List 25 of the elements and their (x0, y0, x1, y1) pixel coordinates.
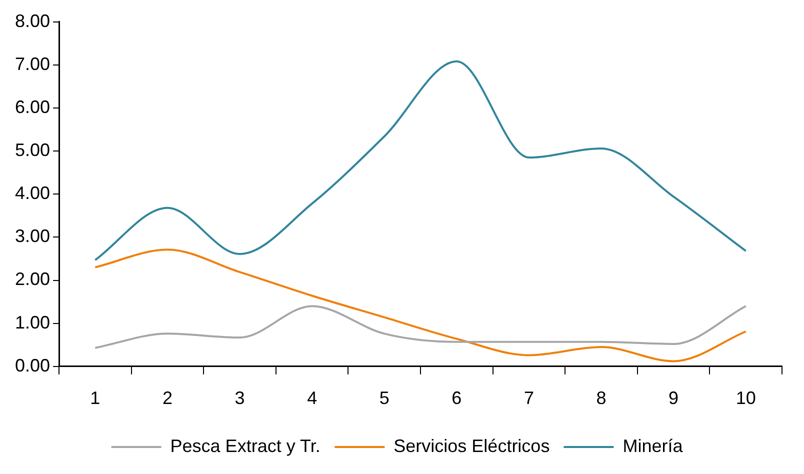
x-tick-label: 9 (668, 388, 679, 408)
x-tick-label: 2 (162, 388, 172, 408)
y-tick-label: 1.00 (14, 312, 50, 332)
y-tick-label: 3.00 (14, 226, 50, 246)
x-tick-label: 6 (452, 388, 462, 408)
x-tick-label: 5 (379, 388, 390, 408)
y-tick-label: 6.00 (14, 96, 50, 117)
y-tick-label: 0.00 (14, 355, 50, 376)
y-tick-label: 7.00 (14, 54, 50, 74)
line-series (94, 248, 747, 362)
x-tick-label: 4 (307, 388, 318, 408)
y-tick-label: 8.00 (14, 10, 50, 31)
x-tick-label: 7 (524, 388, 534, 408)
legend-label: Pesca Extract y Tr. (170, 436, 320, 456)
y-tick-label: 2.00 (14, 269, 50, 290)
y-tick-label: 5.00 (14, 140, 50, 160)
legend-label: Minería (622, 436, 684, 456)
x-tick-label: 3 (234, 388, 245, 408)
line-series (94, 60, 747, 262)
y-tick-label: 4.00 (14, 183, 50, 204)
x-tick-label: 8 (596, 388, 606, 408)
line-series (94, 305, 747, 349)
x-tick-label: 1 (90, 388, 100, 408)
legend-label: Servicios Eléctricos (394, 436, 550, 456)
x-tick-label: 10 (736, 388, 756, 408)
